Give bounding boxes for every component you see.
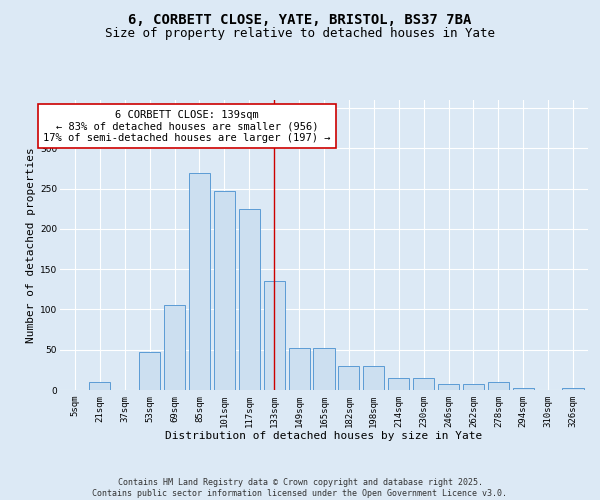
Bar <box>413 378 434 390</box>
Bar <box>214 191 235 390</box>
Bar <box>438 384 459 390</box>
Y-axis label: Number of detached properties: Number of detached properties <box>26 147 36 343</box>
X-axis label: Distribution of detached houses by size in Yate: Distribution of detached houses by size … <box>166 432 482 442</box>
Bar <box>512 388 534 390</box>
Text: Size of property relative to detached houses in Yate: Size of property relative to detached ho… <box>105 28 495 40</box>
Bar <box>89 382 110 390</box>
Bar <box>239 209 260 390</box>
Bar <box>313 348 335 390</box>
Bar <box>139 352 160 390</box>
Text: 6, CORBETT CLOSE, YATE, BRISTOL, BS37 7BA: 6, CORBETT CLOSE, YATE, BRISTOL, BS37 7B… <box>128 12 472 26</box>
Bar <box>463 384 484 390</box>
Bar <box>363 366 385 390</box>
Text: Contains HM Land Registry data © Crown copyright and database right 2025.
Contai: Contains HM Land Registry data © Crown c… <box>92 478 508 498</box>
Bar <box>562 388 584 390</box>
Bar <box>338 366 359 390</box>
Bar <box>289 348 310 390</box>
Bar <box>263 281 285 390</box>
Bar <box>488 382 509 390</box>
Bar <box>388 378 409 390</box>
Bar <box>189 172 210 390</box>
Text: 6 CORBETT CLOSE: 139sqm
← 83% of detached houses are smaller (956)
17% of semi-d: 6 CORBETT CLOSE: 139sqm ← 83% of detache… <box>43 110 331 143</box>
Bar <box>164 306 185 390</box>
